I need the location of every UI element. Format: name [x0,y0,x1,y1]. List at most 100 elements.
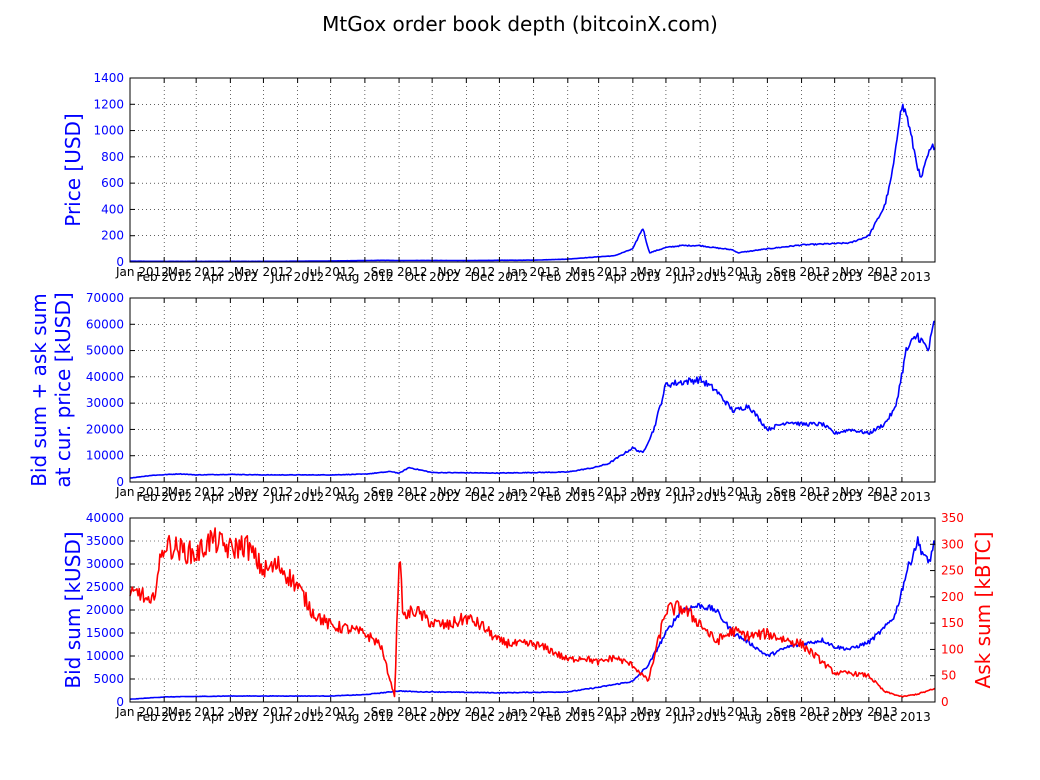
series-line [130,103,936,263]
x-tick-label: Dec 2012 [471,270,529,284]
y-tick-label: 30000 [86,396,124,410]
x-tick-label: Mar 2012 [168,705,225,719]
y2-tick-label: 50 [941,669,956,683]
ask-sum-line [129,527,936,698]
axes-frame [129,77,936,263]
x-tick-label: Apr 2012 [203,710,258,724]
x-tick-label: Mar 2013 [570,705,627,719]
y2-tick-label: 300 [941,537,964,551]
x-tick-label: Oct 2013 [807,710,862,724]
x-tick-label: Feb 2013 [540,710,596,724]
y-axis-label: Bid sum + ask sum [27,293,51,487]
x-tick-label: Feb 2013 [540,270,596,284]
x-tick-label: Nov 2012 [437,705,495,719]
x-tick-label: Sep 2012 [371,705,428,719]
y-tick-label: 200 [101,229,124,243]
y-tick-label: 0 [116,255,124,269]
y-tick-label: 400 [101,202,124,216]
x-tick-label: Jun 2012 [270,490,324,504]
x-tick-label: Dec 2012 [471,710,529,724]
y-axis-label: Price [USD] [61,113,85,227]
x-tick-label: Nov 2013 [840,705,898,719]
x-tick-label: May 2013 [636,705,695,719]
axes-frame [129,297,936,483]
x-tick-label: Aug 2013 [738,270,796,284]
x-tick-label: May 2012 [234,705,293,719]
y-tick-label: 35000 [86,534,124,548]
y-tick-label: 1000 [93,124,124,138]
x-tick-label: Jun 2013 [673,270,727,284]
x-tick-label: Feb 2013 [540,490,596,504]
x-tick-label: Dec 2013 [873,270,931,284]
x-tick-label: Oct 2013 [807,270,862,284]
x-tick-label: Feb 2012 [136,490,192,504]
x-tick-label: Jun 2012 [270,270,324,284]
y-tick-label: 15000 [86,626,124,640]
x-tick-label: May 2013 [636,485,695,499]
y-tick-label: 40000 [86,370,124,384]
x-tick-label: Jun 2013 [673,490,727,504]
x-tick-label: Oct 2013 [807,490,862,504]
x-tick-label: Dec 2012 [471,490,529,504]
y-tick-label: 70000 [86,291,124,305]
y-tick-label: 60000 [86,317,124,331]
y2-tick-label: 350 [941,511,964,525]
x-tick-label: Aug 2012 [336,490,394,504]
y-tick-label: 5000 [93,672,124,686]
x-tick-label: Sep 2012 [371,485,428,499]
y-tick-label: 20000 [86,603,124,617]
x-tick-label: Jan 2013 [506,485,560,499]
y2-tick-label: 0 [941,695,949,709]
bid-ask-panel: 0 5000 10000 15000 20000 25000 30000 35000 40000… [61,511,995,724]
x-tick-label: Nov 2013 [840,265,898,279]
x-tick-label: Mar 2013 [570,485,627,499]
x-tick-label: Jan 2012 [115,705,169,719]
x-tick-label: Aug 2012 [336,710,394,724]
chart-title: MtGox order book depth (bitcoinX.com) [322,12,718,36]
x-tick-label: Jan 2012 [115,485,169,499]
x-tick-label: Sep 2013 [773,265,830,279]
x-tick-label: Mar 2013 [570,265,627,279]
x-tick-label: Dec 2013 [873,490,931,504]
x-tick-label: Feb 2012 [136,710,192,724]
x-tick-label: Apr 2013 [605,490,660,504]
x-tick-label: Jan 2012 [115,265,169,279]
x-tick-label: May 2012 [234,265,293,279]
y-tick-label: 1200 [93,97,124,111]
x-tick-label: Jan 2013 [506,705,560,719]
x-tick-label: Jul 2013 [708,265,758,279]
x-tick-label: Aug 2012 [336,270,394,284]
y-tick-label: 40000 [86,511,124,525]
x-tick-label: May 2013 [636,265,695,279]
x-tick-label: Jul 2012 [305,265,355,279]
y-tick-label: 0 [116,695,124,709]
x-tick-label: Aug 2013 [738,490,796,504]
series-line [129,536,936,700]
x-tick-label: Jul 2013 [708,705,758,719]
x-tick-label: Jul 2012 [305,705,355,719]
y-tick-label: 30000 [86,557,124,571]
x-tick-label: Aug 2013 [738,710,796,724]
y-tick-label: 20000 [86,422,124,436]
x-tick-label: Nov 2012 [437,265,495,279]
x-tick-label: Mar 2012 [168,265,225,279]
x-tick-label: Nov 2012 [437,485,495,499]
x-tick-label: Sep 2013 [773,705,830,719]
x-tick-label: Nov 2013 [840,485,898,499]
x-tick-label: Dec 2013 [873,710,931,724]
x-tick-label: Apr 2013 [605,270,660,284]
y-tick-label: 25000 [86,580,124,594]
y-tick-label: 1400 [93,71,124,85]
x-tick-label: Jul 2012 [305,485,355,499]
x-tick-label: Apr 2013 [605,710,660,724]
y2-axis-label: Ask sum [kBTC] [971,532,995,689]
y-tick-label: 10000 [86,449,124,463]
y2-tick-label: 250 [941,564,964,578]
x-tick-label: Jun 2013 [673,710,727,724]
y-axis-label: Bid sum [kUSD] [61,531,85,688]
x-tick-label: Oct 2012 [405,270,460,284]
series-line [129,320,936,479]
y-tick-label: 600 [101,176,124,190]
